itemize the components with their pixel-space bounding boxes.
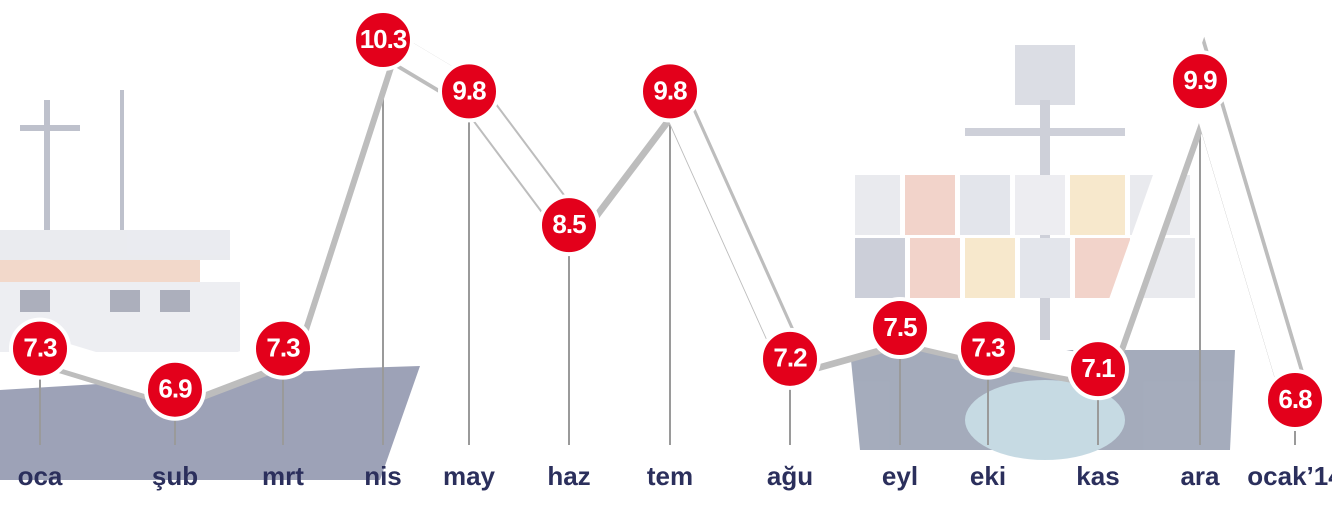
data-label: 7.3 (266, 332, 300, 362)
data-label: 8.5 (552, 209, 586, 239)
x-tick-label: ara (1180, 461, 1220, 491)
data-label: 6.8 (1278, 384, 1312, 414)
x-tick-label: ocak’14 (1247, 461, 1332, 491)
data-label: 6.9 (158, 374, 192, 404)
x-tick-label: eyl (882, 461, 918, 491)
data-label: 9.8 (452, 75, 486, 105)
data-label: 7.2 (773, 343, 807, 373)
page: oca şub mrt nis may haz tem ağu eyl eki kas araocak… (0, 0, 1332, 509)
data-label: 10.3 (360, 24, 407, 54)
x-tick-label: mrt (262, 461, 304, 491)
x-tick-label: eki (970, 461, 1006, 491)
x-tick-label: ağu (767, 461, 813, 491)
data-label: 9.9 (1183, 65, 1217, 95)
x-tick-label: nis (364, 461, 402, 491)
x-tick-label: şub (152, 461, 198, 491)
x-tick-label: kas (1076, 461, 1119, 491)
data-label: 7.5 (883, 312, 917, 342)
x-tick-label: tem (647, 461, 693, 491)
chart: oca şub mrt nis may haz tem ağu eyl eki kas araocak… (0, 0, 1332, 509)
data-label: 7.3 (971, 332, 1005, 362)
x-tick-label: may (443, 461, 496, 491)
x-tick-label: oca (18, 461, 63, 491)
data-label: 7.1 (1081, 353, 1115, 383)
data-label: 7.3 (23, 332, 57, 362)
data-label: 9.8 (653, 75, 687, 105)
x-tick-label: haz (547, 461, 590, 491)
